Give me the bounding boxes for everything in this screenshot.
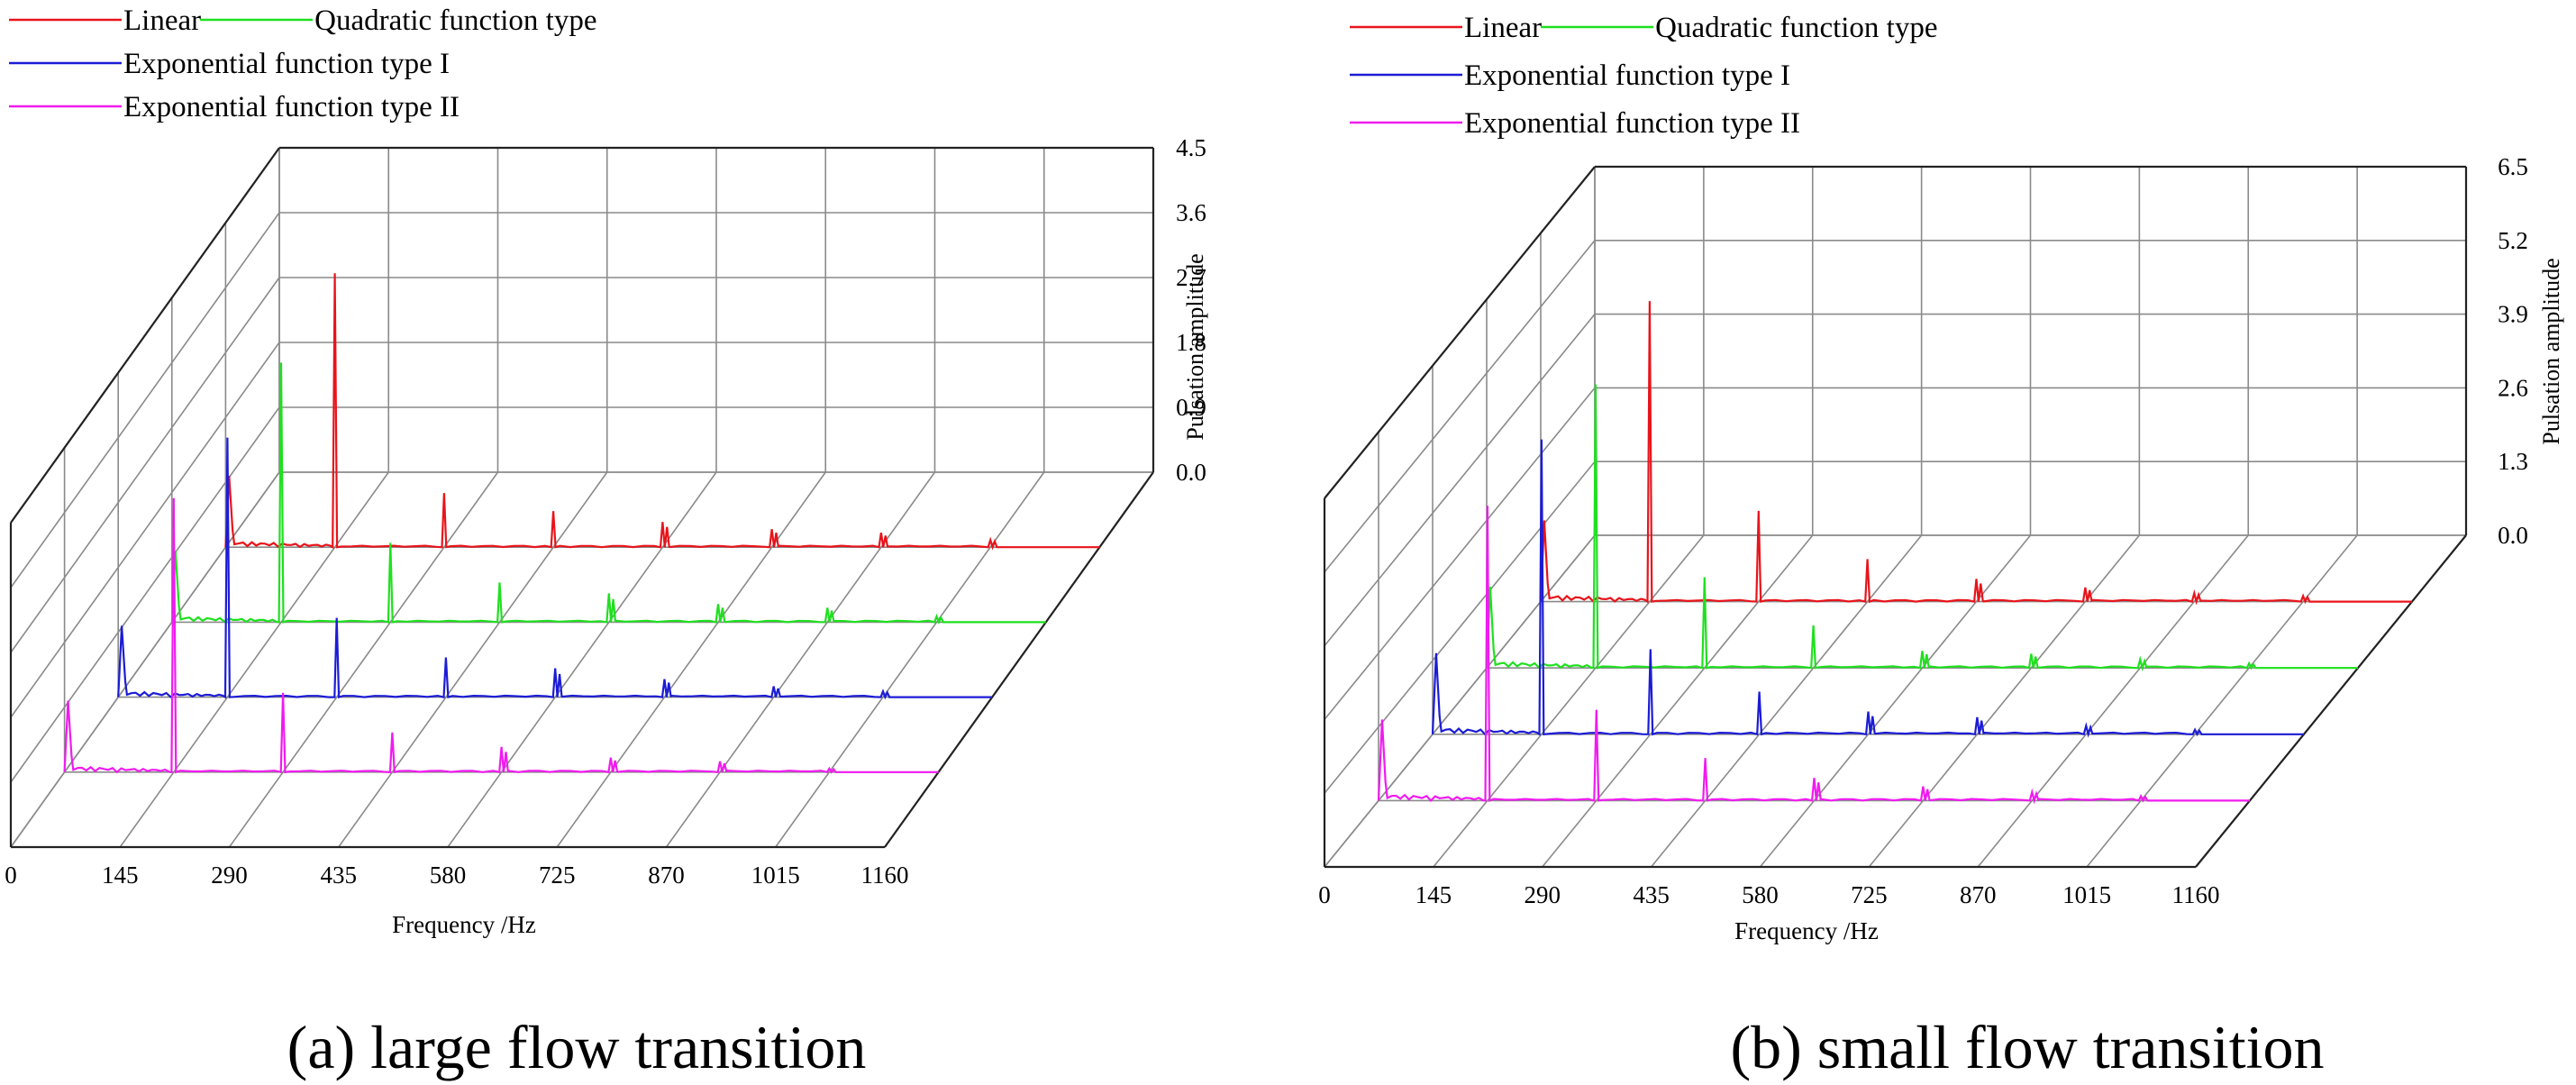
series-line: [117, 437, 993, 700]
chart-small-flow: Linear Quadratic function type Exponential…: [1318, 12, 2564, 1081]
side-wall-gridline: [1324, 240, 1596, 573]
z-tick-label: 3.9: [2498, 301, 2528, 328]
floor-gridline: [228, 471, 499, 848]
side-wall-gridline: [1324, 460, 1596, 794]
floor-gridline: [556, 471, 826, 848]
floor-gridline: [1542, 534, 1814, 868]
x-tick-label: 580: [1742, 881, 1779, 908]
legend-label: Exponential function type I: [123, 48, 450, 80]
z-tick-label: 2.6: [2498, 374, 2528, 401]
grid: [1323, 165, 2468, 869]
legend-label: Quadratic function type: [1655, 12, 1937, 44]
z-tick-label: 2.7: [1176, 264, 1206, 291]
grid: [9, 146, 1155, 849]
series-line: [1377, 506, 2250, 805]
z-tick-label: 1.8: [1176, 329, 1206, 356]
x-tick-label: 145: [102, 862, 139, 889]
x-tick-label: 435: [1633, 881, 1670, 908]
floor-gridline: [447, 471, 717, 848]
floor-gridline: [119, 471, 389, 848]
x-tick-label: 1015: [751, 862, 800, 889]
legend-label: Exponential function type II: [123, 91, 460, 123]
series-line: [1485, 384, 2358, 672]
x-tick-label: 1160: [861, 862, 909, 889]
box-edge: [2195, 534, 2467, 868]
x-tick-label: 290: [211, 862, 248, 889]
side-wall-gridline: [1324, 314, 1596, 647]
series-line: [170, 362, 1046, 625]
x-tick-label: 1015: [2062, 881, 2111, 908]
floor-gridline: [2086, 534, 2358, 868]
chart-title: (b) small flow transition: [1730, 1013, 2324, 1081]
box-edge: [1324, 166, 1596, 499]
chart-title: (a) large flow transition: [287, 1013, 867, 1081]
series-line: [1431, 439, 2304, 738]
z-tick-label: 0.9: [1176, 394, 1206, 421]
z-tick-label: 4.5: [1176, 134, 1206, 161]
z-tick-label: 1.3: [2498, 448, 2528, 475]
series-line: [224, 273, 1100, 551]
x-tick-label: 0: [5, 862, 17, 889]
x-tick-label: 1160: [2172, 881, 2220, 908]
side-wall-gridline: [10, 342, 280, 718]
floor-gridline: [1651, 534, 1923, 868]
legend-label: Linear: [1464, 12, 1542, 44]
legend-label: Linear: [123, 5, 201, 37]
floor-gridline: [1433, 534, 1705, 868]
x-tick-label: 870: [648, 862, 685, 889]
tick-labels: 0 145 290 435 580 725 870 1015 1160 0.0 1.3 2.6 3.9 5…: [1318, 153, 2528, 908]
side-wall-gridline: [10, 406, 280, 783]
z-tick-label: 5.2: [2498, 227, 2528, 254]
tick-labels: 0 145 290 435 580 725 870 1015 1160 0.0 0.9 1.8 2.7 3…: [5, 134, 1206, 889]
series-line: [63, 497, 939, 774]
z-axis-label: Pulsation amplitude: [2538, 258, 2564, 444]
box-edge: [10, 147, 280, 524]
floor-gridline: [338, 471, 608, 848]
side-wall-gridline: [10, 471, 280, 848]
series-group: [1377, 301, 2412, 805]
chart-large-flow: Linear Quadratic function type Exponential…: [5, 5, 1208, 1081]
x-axis-label: Frequency /Hz: [392, 911, 536, 938]
series-line: [1539, 301, 2412, 606]
z-tick-label: 0.0: [1176, 459, 1206, 486]
box-edge: [884, 471, 1154, 848]
side-wall-gridline: [1324, 534, 1596, 868]
legend-label: Exponential function type I: [1464, 59, 1790, 92]
z-tick-label: 6.5: [2498, 153, 2528, 180]
x-tick-label: 145: [1415, 881, 1452, 908]
x-tick-label: 0: [1318, 881, 1331, 908]
floor-gridline: [665, 471, 936, 848]
legend-label: Quadratic function type: [314, 5, 596, 37]
z-tick-label: 0.0: [2498, 522, 2528, 549]
legend: Linear Quadratic function type Exponential…: [1350, 12, 1938, 140]
legend-label: Exponential function type II: [1464, 107, 1800, 140]
legend: Linear Quadratic function type Exponential…: [9, 5, 597, 123]
series-group: [63, 273, 1100, 774]
floor-gridline: [1759, 534, 2032, 868]
side-wall-gridline: [1324, 387, 1596, 720]
side-wall-gridline: [10, 277, 280, 653]
x-tick-label: 725: [1851, 881, 1888, 908]
floor-gridline: [1977, 534, 2249, 868]
z-tick-label: 3.6: [1176, 199, 1206, 226]
x-tick-label: 580: [430, 862, 467, 889]
x-axis-label: Frequency /Hz: [1734, 917, 1879, 944]
side-wall-gridline: [10, 212, 280, 588]
z-axis-label: Pulsation amplitude: [1182, 253, 1208, 440]
floor-gridline: [775, 471, 1045, 848]
x-tick-label: 725: [539, 862, 576, 889]
floor-gridline: [1868, 534, 2140, 868]
x-tick-label: 290: [1525, 881, 1561, 908]
x-tick-label: 435: [321, 862, 358, 889]
x-tick-label: 870: [1960, 881, 1997, 908]
